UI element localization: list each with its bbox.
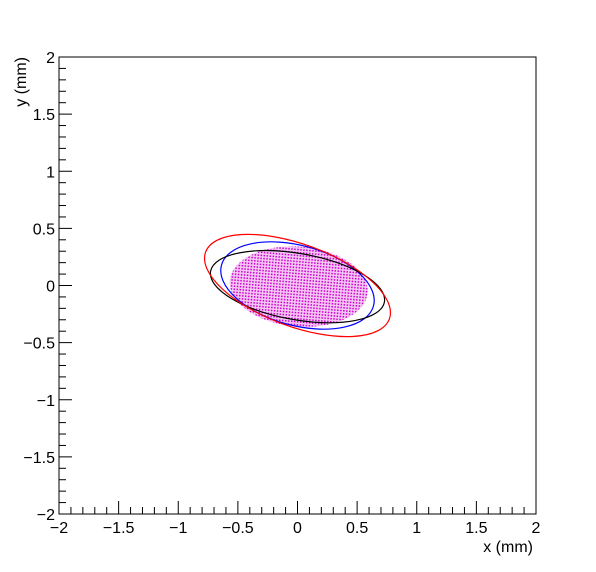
y-tick-label: 1 (46, 164, 55, 181)
filled-ellipse (229, 246, 368, 327)
ellipse (203, 233, 392, 338)
x-tick-label: 1 (412, 520, 421, 537)
x-tick-label: 1.5 (465, 520, 487, 537)
y-axis-title: y (mm) (13, 57, 30, 107)
ellipse (220, 241, 375, 330)
x-tick-label: −1 (169, 520, 187, 537)
x-tick-label: 0 (293, 520, 302, 537)
x-tick-label: −2 (50, 520, 68, 537)
y-tick-label: 1.5 (33, 107, 55, 124)
x-axis-title: x (mm) (483, 539, 533, 556)
y-tick-label: 0 (46, 279, 55, 296)
y-tick-label: 2 (46, 50, 55, 67)
x-tick-label: −1.5 (103, 520, 135, 537)
y-tick-label: −0.5 (23, 336, 55, 353)
y-tick-label: −2 (37, 507, 55, 524)
x-tick-label: −0.5 (222, 520, 254, 537)
x-tick-label: 0.5 (346, 520, 368, 537)
ellipse (209, 249, 386, 324)
x-tick-label: 2 (532, 520, 541, 537)
y-tick-label: −1 (37, 393, 55, 410)
plot-area (203, 233, 392, 338)
y-tick-label: −1.5 (23, 450, 55, 467)
y-tick-label: 0.5 (33, 221, 55, 238)
